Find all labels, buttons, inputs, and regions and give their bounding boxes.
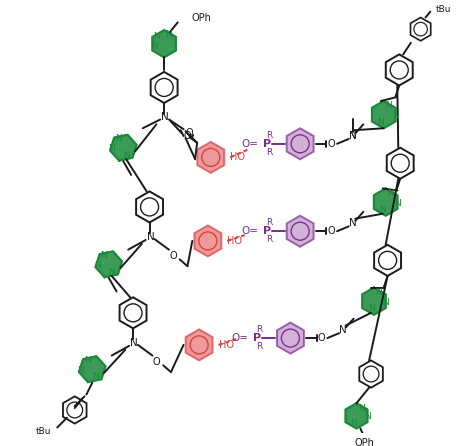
Text: P: P <box>263 139 271 149</box>
Text: P: P <box>263 226 271 236</box>
Text: N: N <box>349 131 356 141</box>
Polygon shape <box>372 101 395 128</box>
Text: R: R <box>266 131 272 140</box>
Polygon shape <box>110 135 137 161</box>
Text: HO: HO <box>228 236 242 246</box>
Text: N: N <box>130 338 138 348</box>
Text: N: N <box>100 251 107 260</box>
Text: N: N <box>379 205 386 215</box>
Text: R: R <box>266 148 272 157</box>
Text: N: N <box>108 144 115 153</box>
Text: P: P <box>253 333 262 343</box>
Text: N: N <box>350 419 357 428</box>
Text: R: R <box>256 325 263 334</box>
Text: O: O <box>153 357 160 368</box>
Polygon shape <box>194 225 221 256</box>
Text: R: R <box>266 218 272 227</box>
Text: N: N <box>153 33 160 41</box>
Text: N: N <box>146 232 155 242</box>
Text: N: N <box>368 305 374 314</box>
Text: N: N <box>165 29 173 38</box>
Text: N: N <box>77 366 84 375</box>
Polygon shape <box>186 329 212 360</box>
Text: HO: HO <box>230 153 245 162</box>
Text: tBu: tBu <box>436 5 452 14</box>
Text: N: N <box>392 111 399 120</box>
Text: N: N <box>161 112 169 122</box>
Polygon shape <box>374 189 397 216</box>
Text: O: O <box>318 333 325 343</box>
Text: R: R <box>266 235 272 244</box>
Text: R: R <box>256 343 263 351</box>
Text: N: N <box>108 268 115 277</box>
Polygon shape <box>152 30 176 58</box>
Text: N: N <box>387 189 394 198</box>
Text: O: O <box>328 139 335 149</box>
Text: N: N <box>151 42 158 51</box>
Text: N: N <box>394 198 401 207</box>
Text: O=: O= <box>241 226 258 236</box>
Polygon shape <box>362 288 386 315</box>
Text: tBu: tBu <box>36 427 52 436</box>
Text: OPh: OPh <box>191 13 211 24</box>
Polygon shape <box>95 251 122 277</box>
Text: N: N <box>375 288 382 297</box>
Text: N: N <box>382 297 389 307</box>
Text: N: N <box>364 412 371 421</box>
Text: N: N <box>349 219 356 228</box>
Text: N: N <box>92 372 99 381</box>
Text: O: O <box>183 131 191 141</box>
Text: N: N <box>349 131 356 141</box>
Text: O=: O= <box>231 333 248 343</box>
Polygon shape <box>287 128 314 159</box>
Text: N: N <box>385 101 392 111</box>
Text: N: N <box>84 356 91 365</box>
Text: N: N <box>339 325 347 335</box>
Text: O: O <box>186 128 193 138</box>
Polygon shape <box>287 216 314 247</box>
Polygon shape <box>277 322 304 354</box>
Polygon shape <box>346 403 367 429</box>
Text: N: N <box>123 151 129 160</box>
Polygon shape <box>197 142 224 173</box>
Text: O=: O= <box>241 139 258 149</box>
Text: N: N <box>377 118 384 127</box>
Text: HO: HO <box>219 340 234 350</box>
Text: N: N <box>94 261 100 270</box>
Polygon shape <box>79 356 106 382</box>
Text: OPh: OPh <box>355 438 374 446</box>
Text: N: N <box>358 404 365 413</box>
Text: O: O <box>169 252 177 261</box>
Text: N: N <box>115 134 122 144</box>
Text: O: O <box>328 226 335 236</box>
